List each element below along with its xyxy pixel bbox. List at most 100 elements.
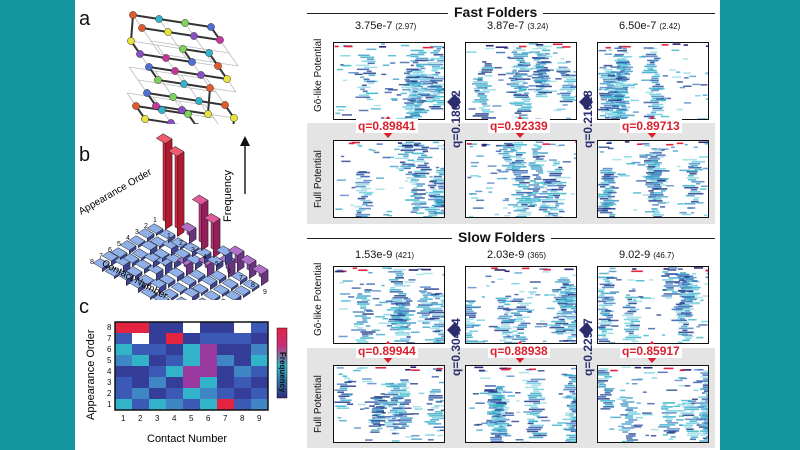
- hist-bar: [203, 213, 221, 259]
- heatmap-cell: [200, 366, 217, 377]
- contact-order-heatmap: 8 7 6 5 4 3 2 11 2 3 4 5 6 7 8 9: [107, 321, 288, 423]
- hist-bar: [191, 194, 209, 252]
- hist-bar: [212, 284, 230, 298]
- hist-contact-tick: 8: [251, 282, 255, 289]
- hist-contact-tick: 7: [239, 275, 243, 282]
- heatmap-ylabel: Appearance Order: [85, 329, 97, 421]
- heatmap-cell: [251, 399, 268, 410]
- contact-map-grid: [597, 140, 709, 218]
- fast-rate-3: 6.50e-7 (2.42): [619, 20, 680, 32]
- rate-value: 6.50e-7: [619, 20, 660, 32]
- heatmap-cell: [132, 399, 149, 410]
- rate-value: 9.02-9: [619, 249, 654, 261]
- contact-map-grid: [333, 42, 445, 120]
- hist-bar: [179, 222, 197, 245]
- heatmap-cell: [166, 377, 183, 388]
- heatmap-cell: [115, 322, 132, 333]
- heatmap-ytick: 2: [107, 389, 112, 398]
- hist-bar: [137, 228, 155, 243]
- slow-q-red-2: q=0.88938: [488, 344, 550, 358]
- heatmap-cell: [251, 377, 268, 388]
- heatmap-cell: [115, 366, 132, 377]
- heatmap-cell: [149, 388, 166, 399]
- heatmap-xtick: 2: [138, 414, 143, 423]
- heatmap-cell: [132, 333, 149, 344]
- heatmap-xtick: 4: [172, 414, 177, 423]
- hist-contact-tick: 3: [191, 247, 195, 254]
- rate-paren: (2.97): [395, 22, 417, 31]
- slow-rate-1: 1.53e-9 (421): [355, 249, 414, 261]
- lattice-cube-diagram: [126, 11, 239, 124]
- heatmap-cell: [183, 399, 200, 410]
- right-side-bar: [720, 0, 800, 450]
- heatmap-cell: [200, 355, 217, 366]
- hist-bar: [188, 269, 206, 284]
- slow-q-blue-1: q=0.30494: [449, 318, 463, 376]
- q-blue-arrow-icon: [447, 94, 461, 110]
- rate-value: 2.03e-9: [487, 249, 528, 261]
- slow-rate-3: 9.02-9 (46.7): [619, 249, 674, 261]
- slow-row-label-go: Gō-like Potential: [313, 262, 324, 336]
- heatmap-cell: [217, 344, 234, 355]
- hist-bar: [149, 277, 167, 295]
- heatmap-cell: [115, 355, 132, 366]
- heatmap-cell: [200, 322, 217, 333]
- heatmap-cell: [115, 388, 132, 399]
- heatmap-xtick: 6: [206, 414, 211, 423]
- hist-bar: [182, 286, 200, 300]
- hist-bar: [215, 245, 233, 266]
- heatmap-cell: [217, 377, 234, 388]
- hist-frequency-label: Frequency: [222, 170, 234, 222]
- hist-contact-tick: 2: [179, 240, 183, 247]
- hist-contact-tick: 9: [263, 289, 267, 296]
- rate-paren: (365): [527, 251, 547, 260]
- heatmap-cell: [200, 344, 217, 355]
- left-side-bar: [0, 0, 75, 450]
- hist-bar: [170, 237, 188, 251]
- heatmap-cell: [132, 377, 149, 388]
- hist-bar: [233, 285, 251, 299]
- hist-bar: [200, 274, 218, 291]
- heatmap-cell: [251, 344, 268, 355]
- hist-contact-tick: 5: [215, 261, 219, 268]
- heatmap-cell: [234, 322, 251, 333]
- heatmap-cell: [183, 322, 200, 333]
- heatmap-cell: [200, 333, 217, 344]
- fast-q-blue-2: q=0.21618: [581, 90, 595, 148]
- heatmap-cell: [234, 388, 251, 399]
- heatmap-cell: [183, 344, 200, 355]
- hist-bar: [137, 274, 155, 288]
- heatmap-xtick: 1: [121, 414, 126, 423]
- slow-q-red-1: q=0.89944: [356, 344, 418, 358]
- heatmap-cell: [234, 333, 251, 344]
- hist-bar: [242, 279, 260, 293]
- hist-bar: [175, 296, 187, 300]
- heatmap-xtick: 9: [257, 414, 262, 423]
- fast-row-label-full: Full Potential: [313, 150, 324, 208]
- hist-appearance-tick: 5: [117, 241, 121, 248]
- panel-label-b: b: [79, 144, 91, 166]
- heatmap-cell: [251, 366, 268, 377]
- hist-bar: [203, 290, 221, 300]
- heatmap-cell: [234, 355, 251, 366]
- heatmap-cell: [166, 366, 183, 377]
- hist-bar: [140, 239, 158, 256]
- hist-appearance-tick: 1: [153, 217, 157, 224]
- heatmap-cell: [217, 366, 234, 377]
- contact-map-grid: [333, 140, 445, 218]
- hist-contact-tick: 4: [203, 254, 207, 261]
- hist-bar: [146, 263, 164, 282]
- heatmap-cell: [149, 399, 166, 410]
- contact-map-grid: [333, 365, 445, 443]
- heatmap-cell: [217, 399, 234, 410]
- slow-rate-2: 2.03e-9 (365): [487, 249, 546, 261]
- heatmap-cell: [166, 388, 183, 399]
- hist-contact-tick: 1: [167, 233, 171, 240]
- hist-appearance-tick: 4: [126, 235, 130, 242]
- heatmap-cell: [132, 355, 149, 366]
- hist-bar: [198, 297, 207, 300]
- heatmap-cell: [115, 333, 132, 344]
- heatmap-cell: [132, 388, 149, 399]
